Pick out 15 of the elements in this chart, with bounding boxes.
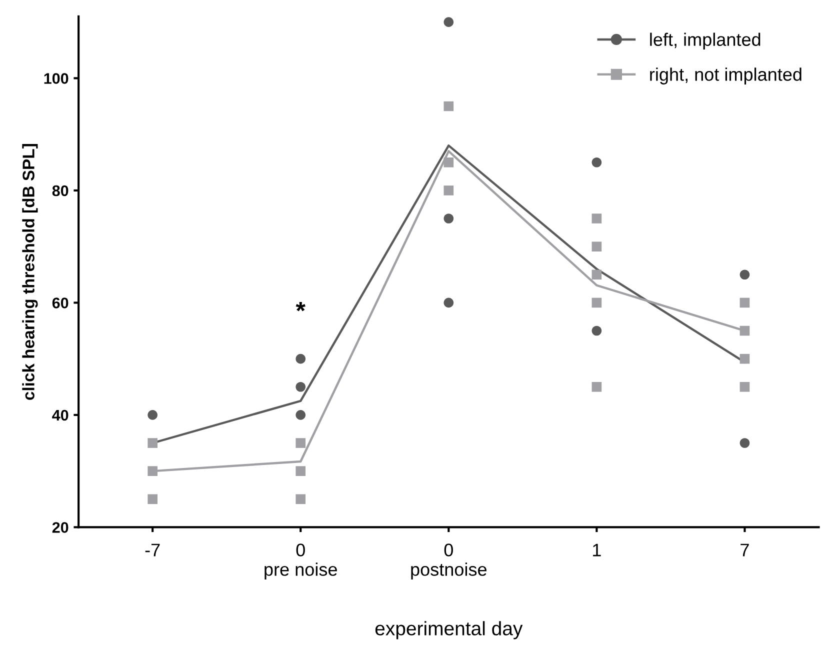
y-axis-title: click hearing threshold [dB SPL] (22, 144, 38, 400)
x-tick-label: 0 postnoise (411, 544, 486, 580)
y-tick-label: 40 (52, 410, 68, 421)
x-tick-label: -7 (145, 544, 160, 556)
legend-label: right, not implanted (650, 68, 802, 84)
x-tick-label: 1 (593, 544, 601, 556)
x-tick-label: 0 pre noise (264, 544, 337, 580)
legend-label: left, implanted (650, 32, 760, 50)
y-tick-label: 80 (52, 185, 68, 196)
x-tick-label: 7 (740, 544, 749, 556)
annotation: * (296, 302, 306, 312)
y-tick-label: 60 (52, 298, 68, 308)
y-tick-label: 100 (44, 73, 68, 84)
x-axis-title: experimental day (375, 621, 523, 640)
y-tick-label: 20 (52, 522, 68, 533)
